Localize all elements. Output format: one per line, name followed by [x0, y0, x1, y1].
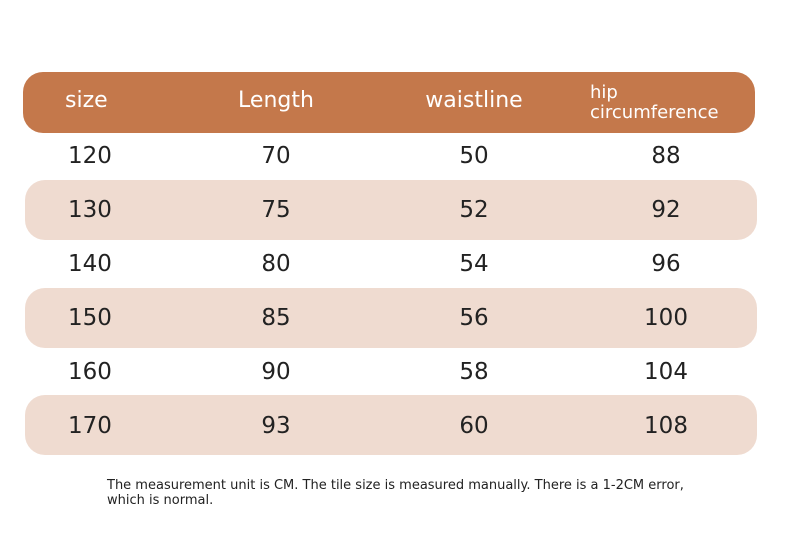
table-cell: 75: [261, 197, 291, 223]
table-cell: 130: [68, 197, 112, 223]
table-cell: 80: [261, 251, 291, 277]
header-cell: Length: [238, 88, 314, 113]
row-band: [25, 395, 757, 455]
table-cell: 108: [644, 413, 688, 439]
table-cell: 120: [68, 143, 112, 169]
table-cell: 70: [261, 143, 291, 169]
table-cell: 170: [68, 413, 112, 439]
header-cell: waistline: [425, 88, 523, 113]
table-cell: 92: [651, 197, 681, 223]
note: The measurement unit is CM. The tile siz…: [107, 478, 684, 508]
table-cell: 54: [459, 251, 489, 277]
table-cell: 88: [651, 143, 681, 169]
table-cell: 52: [459, 197, 489, 223]
header-cell: hip circumference: [590, 82, 719, 123]
table-cell: 90: [261, 359, 291, 385]
table-cell: 100: [644, 305, 688, 331]
table-cell: 160: [68, 359, 112, 385]
table-cell: 85: [261, 305, 291, 331]
table-cell: 93: [261, 413, 291, 439]
table-cell: 58: [459, 359, 489, 385]
table-cell: 56: [459, 305, 489, 331]
row-band: [25, 288, 757, 348]
table-cell: 96: [651, 251, 681, 277]
table-cell: 150: [68, 305, 112, 331]
row-band: [25, 180, 757, 240]
table-cell: 60: [459, 413, 489, 439]
header-cell: size: [65, 88, 108, 113]
table-cell: 104: [644, 359, 688, 385]
table-cell: 140: [68, 251, 112, 277]
table-cell: 50: [459, 143, 489, 169]
header-bar: [23, 72, 755, 133]
